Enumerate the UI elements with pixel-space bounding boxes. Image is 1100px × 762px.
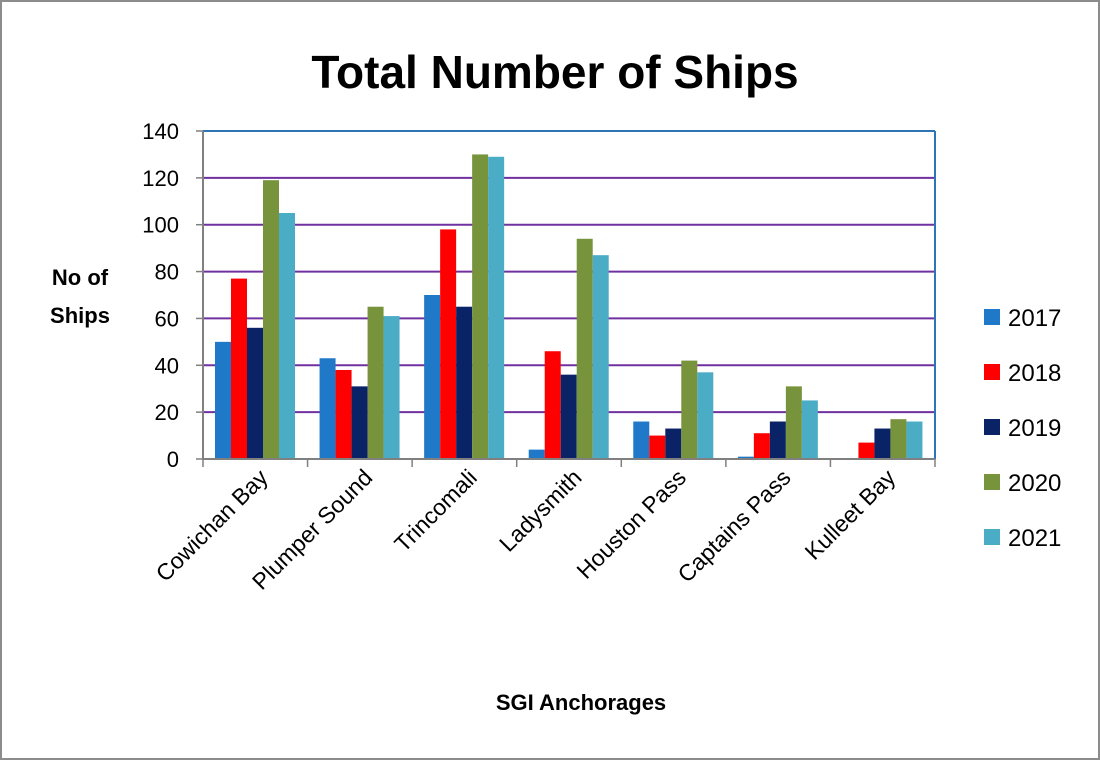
bar-2019-3 <box>560 374 577 459</box>
bar-2019-0 <box>247 327 263 459</box>
y-tick-label: 0 <box>167 447 179 472</box>
bar-2020-5 <box>785 386 802 459</box>
category-label: Trincomali <box>389 464 482 557</box>
y-tick-label: 120 <box>142 166 179 191</box>
bar-2017-2 <box>424 295 441 459</box>
bar-2019-2 <box>456 306 473 459</box>
legend-label: 2017 <box>1008 305 1061 332</box>
bar-2021-0 <box>279 213 295 459</box>
bar-2020-6 <box>890 419 907 459</box>
bar-2021-4 <box>697 372 714 459</box>
bar-2020-0 <box>263 180 279 459</box>
y-tick-label: 140 <box>142 119 179 144</box>
legend-label: 2019 <box>1008 415 1061 442</box>
bar-2020-4 <box>681 360 698 459</box>
bar-2021-6 <box>906 421 923 459</box>
bar-2018-5 <box>753 433 770 459</box>
legend-label: 2020 <box>1008 470 1061 497</box>
y-tick-label: 100 <box>142 213 179 238</box>
bar-2019-5 <box>769 421 786 459</box>
y-tick-label: 40 <box>155 353 179 378</box>
legend-swatch-2021 <box>984 529 1000 545</box>
bar-2020-1 <box>367 306 384 459</box>
bar-2021-1 <box>383 316 400 459</box>
category-label: Houston Pass <box>571 464 691 584</box>
legend-swatch-2020 <box>984 474 1000 490</box>
bar-2018-4 <box>649 435 666 459</box>
bar-2021-2 <box>488 156 505 459</box>
y-axis-label-line-2: Ships <box>50 303 110 328</box>
bar-2020-3 <box>576 238 593 459</box>
bar-2017-4 <box>633 421 650 459</box>
bar-2019-1 <box>351 386 368 459</box>
bar-2017-3 <box>528 449 545 459</box>
axes <box>196 130 936 467</box>
legend-swatch-2019 <box>984 419 1000 435</box>
x-axis-label: SGI Anchorages <box>496 690 666 715</box>
bar-2019-6 <box>874 428 891 459</box>
bar-2019-4 <box>665 428 682 459</box>
bar-2017-0 <box>215 341 231 459</box>
legend-label: 2021 <box>1008 525 1061 552</box>
bar-2021-3 <box>592 255 609 459</box>
chart-title: Total Number of Ships <box>311 46 798 98</box>
y-axis-label-line-1: No of <box>52 265 109 290</box>
legend-swatch-2018 <box>984 364 1000 380</box>
category-label: Kulleet Bay <box>800 464 901 565</box>
bar-2017-5 <box>737 456 754 459</box>
bar-2017-1 <box>319 358 336 459</box>
legend-swatch-2017 <box>984 309 1000 325</box>
bar-2021-5 <box>801 400 818 459</box>
y-tick-labels: 0 20 40 60 80 100 120 140 <box>142 119 179 472</box>
gridlines <box>203 130 935 414</box>
category-label: Ladysmith <box>494 464 587 557</box>
y-tick-label: 20 <box>155 400 179 425</box>
bars <box>215 154 923 459</box>
y-tick-label: 80 <box>155 260 179 285</box>
bar-2018-0 <box>231 278 247 459</box>
bar-2018-6 <box>858 442 875 459</box>
bar-2018-2 <box>440 229 457 459</box>
bar-2018-3 <box>544 351 561 459</box>
legend: 2017 2018 2019 2020 2021 <box>984 305 1061 552</box>
bar-2018-1 <box>335 369 352 459</box>
legend-label: 2018 <box>1008 360 1061 387</box>
bar-2020-2 <box>472 154 489 459</box>
y-tick-label: 60 <box>155 306 179 331</box>
